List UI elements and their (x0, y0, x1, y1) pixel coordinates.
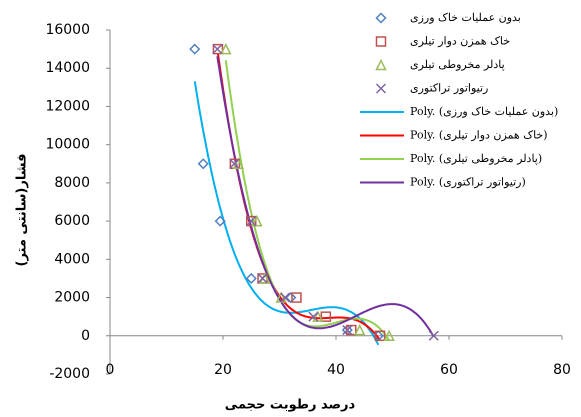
data-point (312, 310, 324, 322)
legend-marker (375, 36, 387, 47)
data-point (245, 272, 257, 285)
y-tick-label: 8000 (54, 175, 90, 191)
data-point (383, 329, 395, 342)
data-point (246, 215, 257, 227)
x-tick-label: 60 (440, 362, 458, 378)
x-tick-label: 0 (106, 362, 115, 378)
data-point (246, 216, 257, 227)
legend-label: Poly. (رتیواتور تراکتوری) (410, 176, 526, 189)
legend-label: پادلر مخروطی تیلری (410, 58, 505, 71)
x-tick-label: 20 (214, 362, 232, 378)
data-point (354, 323, 366, 336)
y-tick-label: 0 (81, 328, 90, 344)
data-point (342, 325, 353, 336)
legend-marker (375, 12, 387, 24)
x-axis-title: درصد رطوبت حجمی (225, 398, 356, 413)
trendline (216, 56, 435, 338)
data-point (257, 273, 268, 284)
data-point (212, 43, 224, 55)
data-point (280, 292, 291, 303)
trendline (193, 81, 380, 346)
data-point (251, 214, 263, 227)
legend-label: Poly. (خاک همزن دوار تیلری) (410, 129, 548, 142)
y-tick-label: -2000 (49, 366, 90, 382)
x-tick-label: 80 (553, 362, 571, 378)
x-tick-label: 40 (327, 362, 345, 378)
data-point (212, 44, 223, 55)
y-tick-label: 10000 (45, 137, 90, 153)
legend-label: Poly. (پادلر مخروطی تیلری) (410, 152, 542, 165)
data-point (189, 43, 201, 55)
data-point (214, 215, 226, 227)
data-point (229, 158, 240, 169)
y-tick-label: 4000 (54, 251, 90, 267)
data-point (220, 42, 232, 55)
y-tick-label: 16000 (45, 22, 90, 38)
trendline (224, 60, 390, 341)
legend-label: رتیواتور تراکتوری (410, 82, 488, 95)
data-point (374, 330, 386, 342)
data-point (428, 330, 439, 341)
data-point (285, 291, 297, 304)
legend-label: بدون عملیات خاک ورزی (410, 11, 521, 24)
y-tick-label: 6000 (54, 213, 90, 229)
legend-marker (375, 83, 387, 94)
legend-label: خاک همزن دوار تیلری (410, 35, 510, 48)
legend-label: Poly. (بدون عملیات خاک ورزی) (410, 105, 558, 118)
y-tick-label: 14000 (45, 60, 90, 76)
data-point (320, 311, 332, 322)
data-point (291, 292, 302, 303)
legend-marker (375, 58, 387, 71)
y-tick-label: 2000 (54, 290, 90, 306)
trendline (216, 53, 381, 341)
data-point (197, 158, 209, 170)
data-point (308, 311, 319, 322)
y-axis-title: فشار(سانتی متر) (15, 154, 30, 267)
y-tick-label: 12000 (45, 98, 90, 114)
